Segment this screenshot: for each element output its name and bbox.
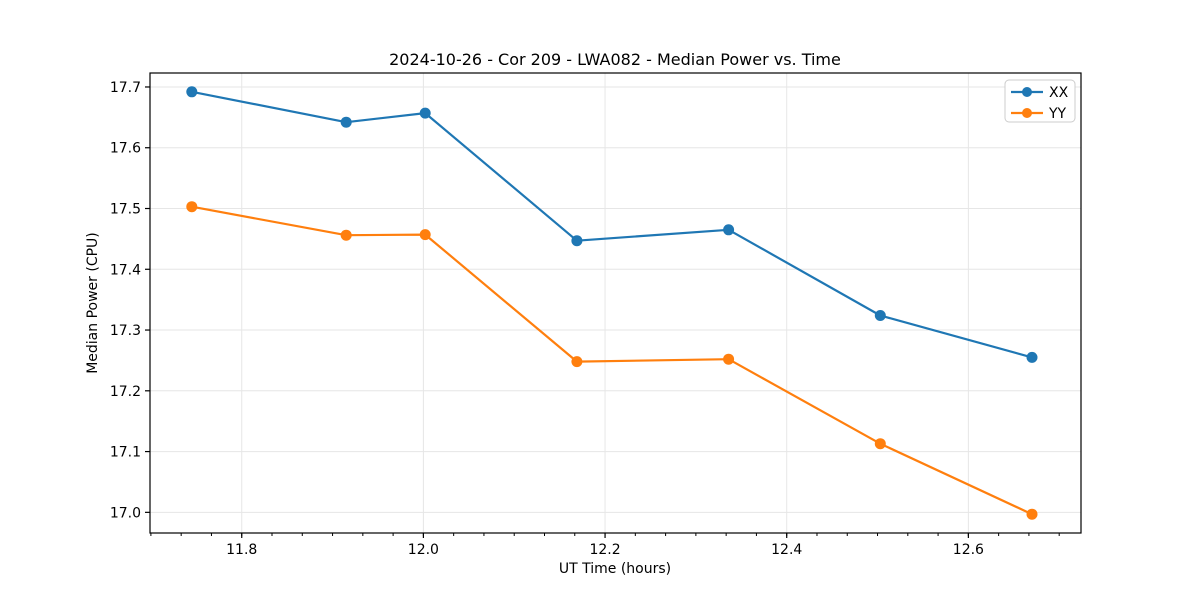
series-layer (186, 86, 1038, 520)
y-axis-label: Median Power (CPU) (85, 232, 101, 374)
legend-marker-yy (1022, 108, 1032, 118)
data-point-yy-4 (723, 353, 735, 365)
series-line-yy (190, 205, 1034, 516)
legend-marker-xx (1022, 87, 1032, 97)
x-tick-label: 12.4 (771, 542, 802, 558)
x-tick-label: 12.0 (408, 542, 439, 558)
y-tick-label: 17.2 (110, 384, 141, 400)
y-tick-label: 17.3 (110, 323, 141, 339)
y-tick-label: 17.7 (110, 80, 141, 96)
data-point-yy-6 (1026, 508, 1038, 520)
y-tick-label: 17.0 (110, 505, 141, 521)
plot-border (149, 72, 1082, 534)
data-point-xx-1 (340, 116, 352, 128)
x-tick-label: 12.6 (953, 542, 984, 558)
data-point-xx-4 (723, 224, 735, 236)
data-point-xx-3 (571, 235, 583, 247)
data-point-xx-0 (186, 86, 198, 98)
chart-title: 2024-10-26 - Cor 209 - LWA082 - Median P… (389, 50, 841, 69)
x-tick-label: 12.2 (589, 542, 620, 558)
x-tick-label: 11.8 (226, 542, 257, 558)
x-axis-label: UT Time (hours) (559, 561, 671, 577)
data-point-yy-2 (419, 229, 431, 241)
data-point-xx-6 (1026, 351, 1038, 363)
y-tick-label: 17.6 (110, 141, 141, 157)
data-point-yy-1 (340, 229, 352, 241)
tick-layer: 11.8 12.0 12.2 12.4 12.6 17.0 17.1 17.2 17.3 17.4… (110, 80, 1060, 558)
series-line-xx (190, 90, 1034, 359)
y-tick-label: 17.5 (110, 202, 141, 218)
legend: XX YY (1004, 79, 1076, 123)
data-point-yy-0 (186, 201, 198, 213)
grid-layer (150, 73, 1081, 533)
y-tick-label: 17.1 (110, 445, 141, 461)
legend-item-xx: XX (1011, 85, 1069, 101)
data-point-xx-2 (419, 107, 431, 119)
data-point-yy-5 (874, 438, 886, 450)
legend-item-yy: YY (1011, 106, 1067, 122)
legend-label-yy: YY (1048, 106, 1067, 122)
legend-label-xx: XX (1049, 85, 1069, 101)
data-point-yy-3 (571, 356, 583, 368)
y-tick-label: 17.4 (110, 262, 141, 278)
data-point-xx-5 (874, 310, 886, 321)
